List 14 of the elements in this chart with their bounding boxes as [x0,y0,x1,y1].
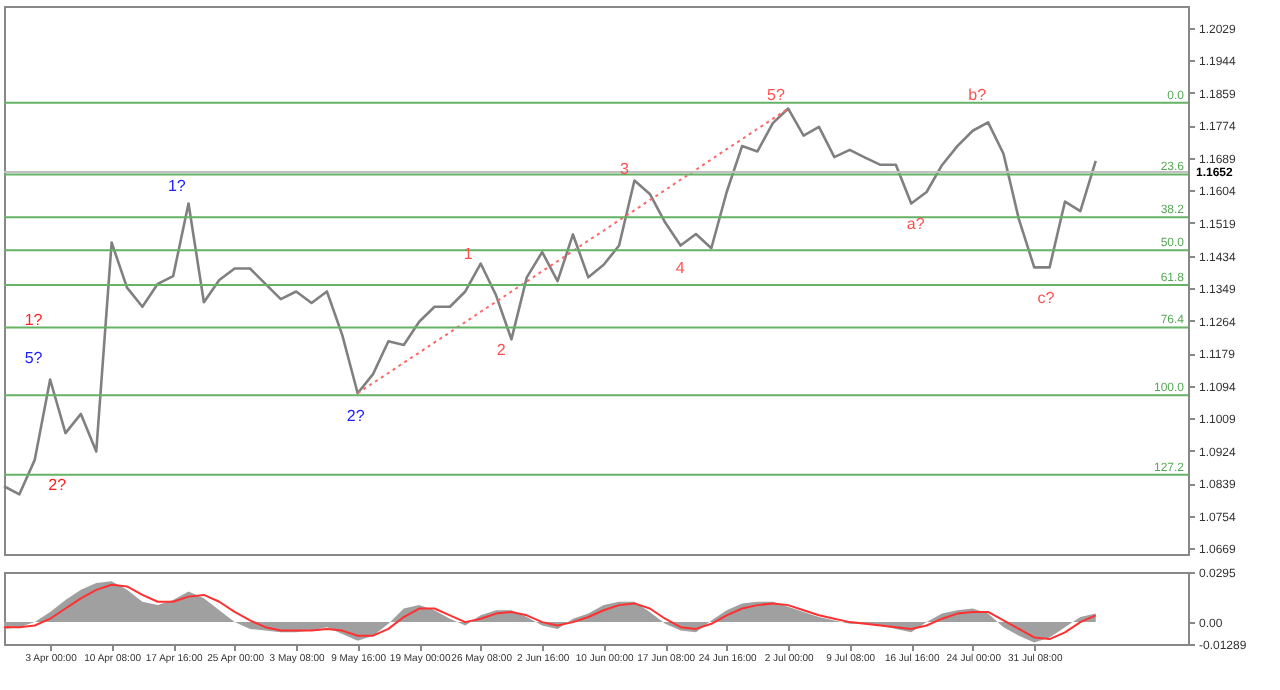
annotation: 5? [767,86,786,105]
line-series [356,107,790,395]
annotation: c? [1037,289,1056,308]
annotation: 1? [24,311,44,330]
annotation: 5? [24,349,44,368]
annotation: 2? [48,475,68,494]
annotation: 1? [167,176,187,195]
annotation: 4 [675,259,686,278]
annotation: a? [906,215,926,234]
annotation: 3 [619,160,630,179]
annotation: 2 [496,341,507,360]
annotation: b? [968,86,988,105]
annotation: 1 [463,245,474,264]
annotation: 2? [346,407,366,425]
